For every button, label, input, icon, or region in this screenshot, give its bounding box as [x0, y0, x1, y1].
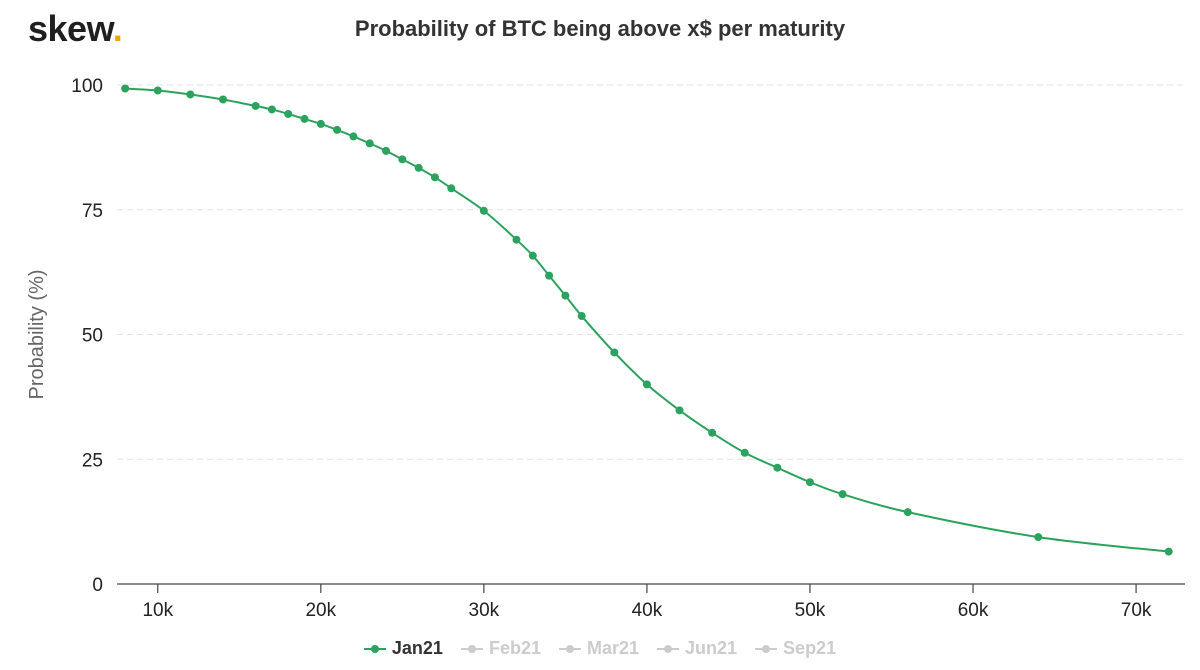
- data-point: [153, 86, 162, 95]
- data-point: [740, 448, 749, 457]
- y-axis-label: Probability (%): [26, 269, 48, 399]
- logo-text: skew: [28, 8, 113, 49]
- y-tick-label: 25: [82, 450, 103, 471]
- x-tick-label: 20k: [305, 600, 336, 621]
- x-tick-label: 10k: [142, 600, 173, 621]
- data-point: [773, 463, 782, 472]
- legend-item-feb21[interactable]: Feb21: [460, 638, 541, 659]
- chart-title: Probability of BTC being above x$ per ma…: [354, 16, 846, 41]
- data-point: [838, 490, 847, 499]
- data-point: [447, 184, 456, 193]
- data-point: [528, 251, 537, 260]
- legend-label: Jun21: [685, 638, 738, 658]
- data-point: [805, 478, 814, 487]
- legend-label: Mar21: [586, 638, 640, 658]
- y-tick-label: 50: [82, 326, 103, 347]
- x-tick-label: 70k: [1121, 600, 1152, 621]
- data-point: [545, 271, 554, 280]
- data-point: [333, 125, 342, 134]
- legend-item-jun21[interactable]: Jun21: [657, 638, 737, 659]
- x-tick-label: 40k: [632, 600, 663, 621]
- y-tick-label: 0: [92, 575, 103, 596]
- legend-swatch: [363, 643, 386, 655]
- legend-label: Feb21: [488, 638, 541, 658]
- x-tick-label: 30k: [469, 600, 500, 621]
- data-point: [577, 312, 586, 321]
- data-point: [479, 206, 488, 215]
- data-point: [300, 114, 309, 123]
- data-point: [121, 84, 130, 93]
- data-point: [430, 173, 439, 182]
- data-point: [642, 380, 651, 389]
- legend-item-jan21[interactable]: Jan21: [363, 638, 443, 659]
- chart-legend: Jan21 Feb21 Mar21 Jun21 Sep21: [0, 638, 1200, 659]
- legend-item-sep21[interactable]: Sep21: [755, 638, 836, 659]
- legend-swatch: [558, 643, 581, 655]
- data-point: [610, 348, 619, 357]
- data-point: [903, 508, 912, 517]
- data-point: [561, 291, 570, 300]
- legend-label: Sep21: [783, 638, 837, 658]
- data-point: [382, 146, 391, 155]
- series-line-jan21: [125, 87, 1169, 553]
- logo-dot: .: [112, 8, 123, 49]
- data-point: [316, 119, 325, 128]
- legend-swatch: [755, 643, 778, 655]
- data-point: [267, 105, 276, 114]
- y-tick-label: 100: [71, 76, 103, 97]
- data-point: [708, 428, 717, 437]
- legend-item-mar21[interactable]: Mar21: [558, 638, 640, 659]
- y-tick-label: 75: [82, 201, 103, 222]
- data-point: [414, 163, 423, 172]
- x-tick-label: 60k: [958, 600, 989, 621]
- skew-logo: skew.: [28, 8, 123, 50]
- data-point: [218, 95, 227, 104]
- data-point: [349, 132, 358, 141]
- legend-swatch: [657, 643, 680, 655]
- legend-label: Jan21: [391, 638, 443, 658]
- data-point: [675, 406, 684, 415]
- legend-swatch: [460, 643, 483, 655]
- data-point: [1034, 533, 1043, 542]
- data-point: [1164, 547, 1173, 556]
- data-point: [512, 235, 521, 244]
- data-point: [251, 101, 260, 110]
- x-tick-label: 50k: [795, 600, 826, 621]
- data-point: [365, 139, 374, 148]
- data-point: [186, 90, 195, 99]
- data-point: [398, 155, 407, 164]
- data-point: [284, 109, 293, 118]
